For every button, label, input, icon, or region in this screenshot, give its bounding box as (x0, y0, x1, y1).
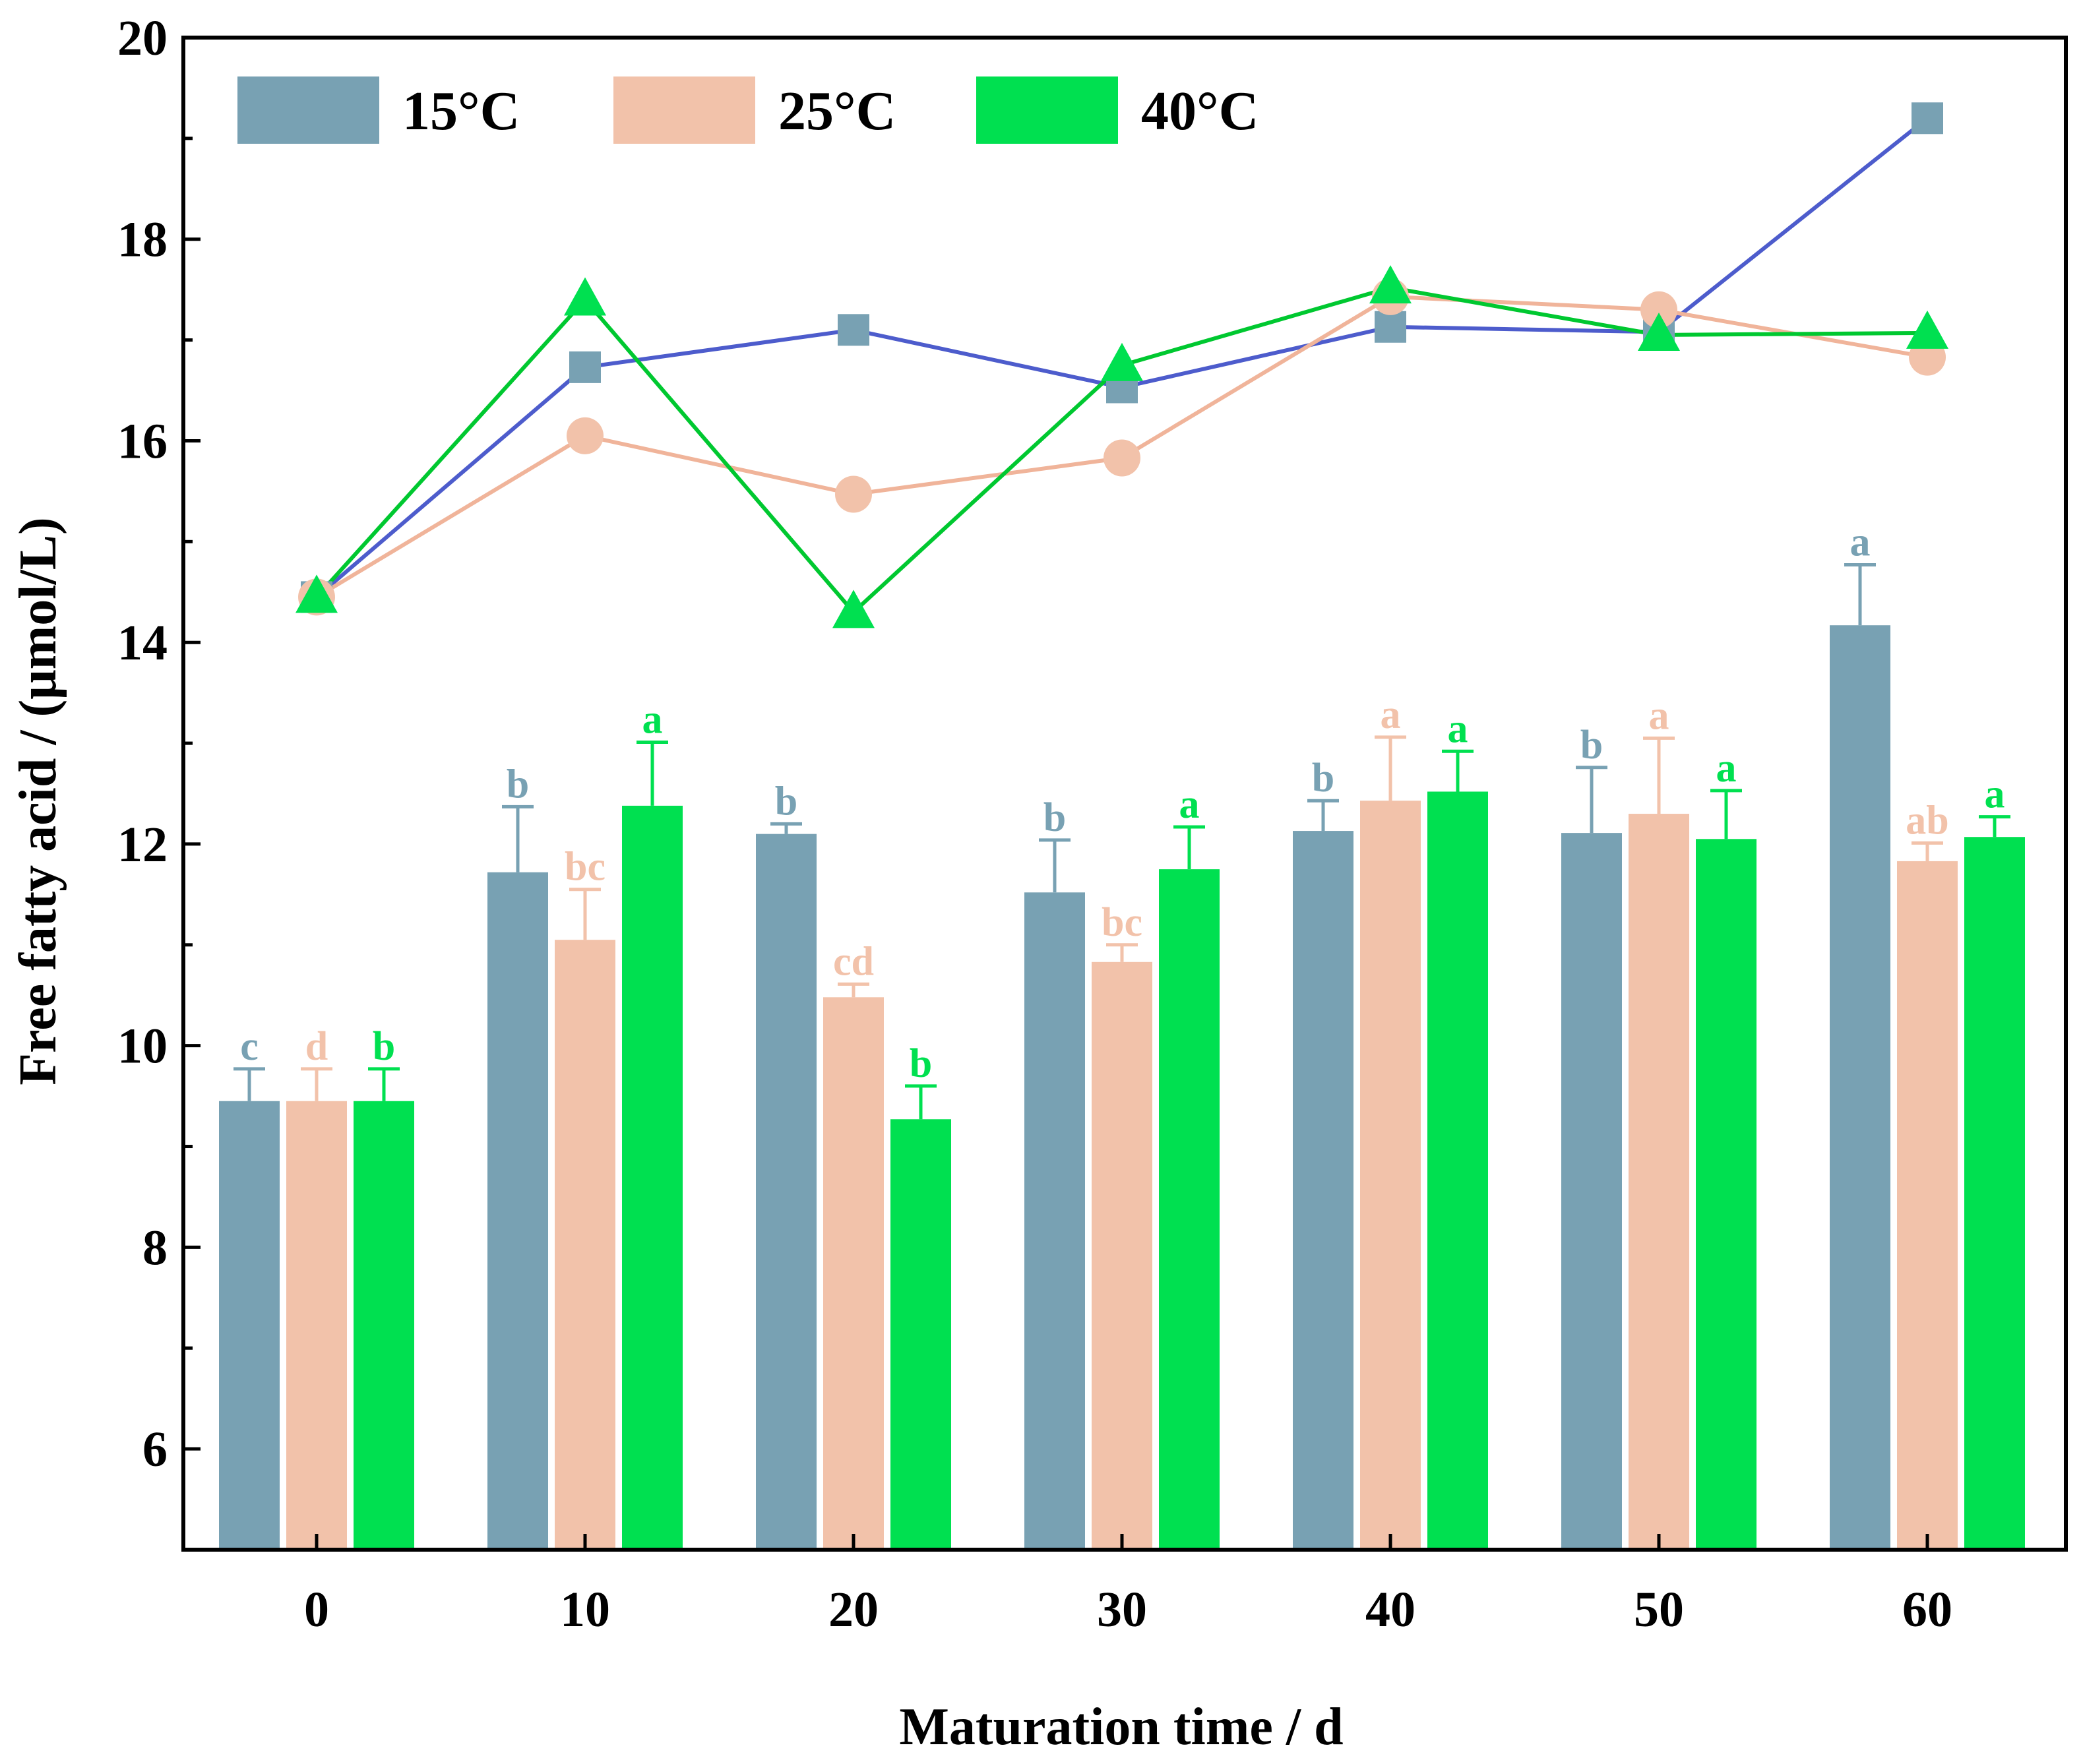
x-tick-label-20: 20 (828, 1582, 879, 1637)
significance-label-40°C-day-0: b (373, 1024, 395, 1069)
bar-15°C-day-50 (1561, 833, 1622, 1550)
x-tick-label-30: 30 (1097, 1582, 1147, 1637)
significance-label-40°C-day-60: a (1985, 772, 2005, 817)
legend-swatch-40°C (976, 76, 1118, 144)
y-tick-label-14: 14 (117, 615, 168, 671)
significance-label-15°C-day-40: b (1312, 756, 1334, 801)
bar-15°C-day-10 (487, 872, 548, 1550)
bar-15°C-day-20 (756, 834, 817, 1550)
bar-25°C-day-30 (1092, 961, 1152, 1550)
bar-25°C-day-10 (555, 940, 615, 1550)
lines-layer (295, 102, 1948, 628)
marker-15°C-day-20 (838, 314, 869, 346)
legend-label-40°C: 40°C (1141, 80, 1259, 142)
x-tick-label-40: 40 (1365, 1582, 1415, 1637)
bar-15°C-day-60 (1830, 625, 1890, 1550)
marker-40°C-day-30 (1101, 342, 1143, 381)
x-tick-label-50: 50 (1634, 1582, 1684, 1637)
x-axis-title: Maturation time / d (899, 1698, 1343, 1756)
legend-label-25°C: 25°C (778, 80, 896, 142)
bar-25°C-day-0 (286, 1101, 347, 1550)
y-tick-label-18: 18 (117, 212, 168, 268)
significance-label-25°C-day-10: bc (565, 845, 606, 890)
x-tick-label-0: 0 (304, 1582, 329, 1637)
marker-25°C-day-50 (1640, 291, 1677, 328)
marker-25°C-day-30 (1104, 439, 1140, 477)
bar-40°C-day-20 (890, 1119, 951, 1550)
bar-40°C-day-30 (1159, 869, 1220, 1550)
significance-label-25°C-day-40: a (1381, 692, 1401, 737)
y-tick-label-16: 16 (117, 413, 168, 469)
significance-label-15°C-day-10: b (507, 762, 529, 806)
y-tick-label-6: 6 (142, 1422, 168, 1477)
significance-label-40°C-day-40: a (1448, 706, 1468, 751)
significance-label-40°C-day-20: b (910, 1041, 932, 1086)
marker-15°C-day-10 (569, 351, 601, 383)
y-tick-label-8: 8 (142, 1220, 168, 1275)
significance-label-40°C-day-50: a (1716, 746, 1737, 791)
plot-frame (181, 36, 2068, 1552)
bar-40°C-day-60 (1964, 837, 2025, 1550)
marker-40°C-day-0 (295, 574, 338, 613)
significance-label-15°C-day-60: a (1850, 520, 1871, 564)
bar-25°C-day-40 (1360, 801, 1421, 1550)
marker-40°C-day-20 (832, 590, 875, 628)
y-tick-label-20: 20 (117, 11, 168, 66)
significance-label-15°C-day-0: c (240, 1024, 259, 1069)
marker-15°C-day-60 (1912, 102, 1943, 135)
significance-label-25°C-day-30: bc (1102, 900, 1142, 945)
significance-label-40°C-day-30: a (1179, 782, 1200, 827)
y-tick-label-12: 12 (117, 817, 168, 872)
significance-label-15°C-day-20: b (775, 779, 797, 824)
significance-label-15°C-day-50: b (1580, 723, 1603, 768)
bar-25°C-day-20 (823, 997, 884, 1550)
bar-25°C-day-60 (1897, 861, 1958, 1550)
bar-15°C-day-0 (219, 1101, 280, 1550)
significance-label-25°C-day-50: a (1649, 693, 1669, 738)
axes-layer: 6 8 10 12 14 16 18 20 0 10 20 30 40 50 60 (117, 11, 2068, 1637)
y-tick-label-10: 10 (117, 1019, 168, 1074)
bar-25°C-day-50 (1629, 814, 1689, 1550)
bar-40°C-day-50 (1696, 839, 1757, 1550)
significance-label-25°C-day-0: d (305, 1024, 328, 1069)
significance-label-15°C-day-30: b (1043, 795, 1066, 840)
marker-25°C-day-10 (567, 417, 604, 454)
marker-25°C-day-20 (835, 475, 872, 513)
legend-swatch-25°C (613, 76, 755, 144)
marker-15°C-day-40 (1375, 311, 1406, 343)
marker-40°C-day-60 (1906, 310, 1948, 349)
significance-label-25°C-day-20: cd (833, 939, 874, 984)
legend-label-15°C: 15°C (402, 80, 520, 142)
y-axis-title: Free fatty acid / (μmol/L) (9, 517, 67, 1085)
bar-15°C-day-40 (1293, 831, 1353, 1550)
x-tick-label-10: 10 (560, 1582, 610, 1637)
bar-40°C-day-10 (622, 805, 683, 1550)
legend-swatch-15°C (237, 76, 379, 144)
marker-40°C-day-40 (1369, 265, 1412, 304)
marker-40°C-day-10 (564, 277, 606, 316)
marker-40°C-day-50 (1638, 312, 1680, 351)
bar-15°C-day-30 (1024, 892, 1085, 1550)
bar-40°C-day-40 (1427, 791, 1488, 1550)
significance-label-40°C-day-10: a (642, 698, 663, 743)
bar-40°C-day-0 (354, 1101, 414, 1550)
x-tick-label-60: 60 (1902, 1582, 1952, 1637)
legend: 15°C 25°C 40°C (237, 76, 1259, 144)
significance-label-25°C-day-60: ab (1906, 798, 1948, 843)
